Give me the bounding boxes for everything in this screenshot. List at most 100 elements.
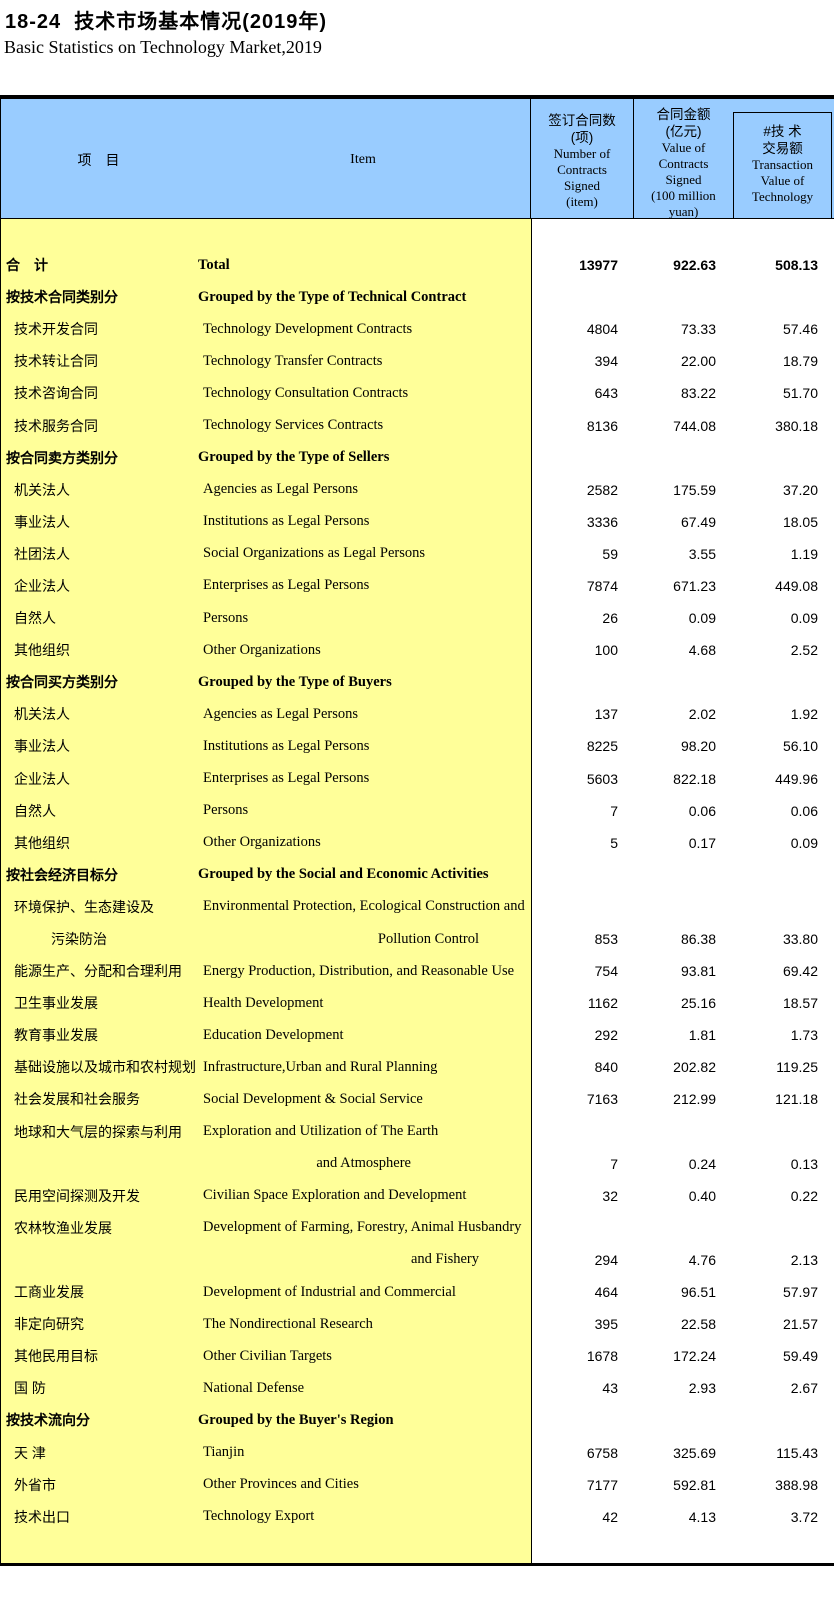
item-en: Other Civilian Targets [203,1347,332,1364]
item-zh: 技术服务合同 [14,417,98,434]
header-line-en: Transaction [752,157,813,172]
table-row: 按合同卖方类别分 Grouped by the Type of Sellers [1,442,834,474]
table-row: 社会发展和社会服务 Social Development & Social Ser… [1,1083,834,1115]
value-transaction: 18.05 [782,513,818,530]
value-contracts-signed: 3336 [586,513,618,530]
table-row: 企业法人 Enterprises as Legal Persons 7874 671.… [1,570,834,602]
item-en: Technology Export [203,1508,315,1525]
item-en: Technology Development Contracts [203,320,413,337]
item-zh: 其他民用目标 [14,1348,98,1365]
table-row: 污染防治 Pollution Control 853 86.38 33.80 [1,923,834,955]
value-contracts-signed: 2582 [586,481,618,498]
item-zh: 技术开发合同 [14,321,98,338]
value-contract-amount: 86.38 [680,931,716,948]
value-transaction: 449.08 [775,577,818,594]
value-contract-amount: 1.81 [688,1027,716,1044]
value-transaction: 508.13 [775,257,818,274]
value-transaction: 0.13 [790,1155,818,1172]
value-transaction: 3.72 [790,1508,818,1525]
value-transaction: 56.10 [782,738,818,755]
table-row: 技术出口 Technology Export 42 4.13 3.72 [1,1501,834,1533]
item-en: National Defense [203,1379,305,1396]
item-en: Energy Production, Distribution, and Rea… [203,962,515,979]
value-contracts-signed: 292 [594,1027,618,1044]
table-row: 企业法人 Enterprises as Legal Persons 5603 822.… [1,763,834,795]
header-line-en: Technology [751,189,814,204]
value-contract-amount: 25.16 [680,995,716,1012]
item-en: Technology Consultation Contracts [203,384,409,401]
table-row: 其他民用目标 Other Civilian Targets 1678 172.24 59… [1,1340,834,1372]
value-transaction: 0.06 [790,802,818,819]
value-transaction: 18.57 [782,995,818,1012]
value-contracts-signed: 8225 [586,738,618,755]
value-transaction: 2.13 [790,1251,818,1268]
value-contracts-signed: 395 [594,1316,618,1333]
item-en: Grouped by the Type of Sellers [198,449,390,466]
value-contract-amount: 93.81 [680,963,716,980]
item-en: Institutions as Legal Persons [203,513,370,530]
table-row: 机关法人 Agencies as Legal Persons 137 2.02 1.92 [1,698,834,730]
value-contracts-signed: 1162 [587,995,618,1012]
item-zh: 卫生事业发展 [14,995,98,1012]
value-contracts-signed: 294 [594,1251,618,1268]
item-zh: 自然人 [14,610,56,627]
header-line-en: yuan) [668,204,699,219]
table-row: 教育事业发展 Education Development 292 1.81 1.73 [1,1019,834,1051]
header-line-en: Number of [553,146,611,161]
value-contract-amount: 4.68 [688,642,716,659]
statistics-table: 项 目 Item 签订合同数 (项) Number of Contracts Signe… [0,95,834,1566]
item-zh: 按社会经济目标分 [6,866,118,883]
item-zh: 事业法人 [14,738,70,755]
value-contracts-signed: 643 [594,385,618,402]
value-contract-amount: 671.23 [673,577,716,594]
header-col-transaction-wrap: #技 术交易额 Transaction Value of Technology [733,99,834,220]
item-en: Grouped by the Buyer's Region [198,1411,394,1428]
header-line-en: (100 million [651,188,716,203]
value-transaction: 2.52 [790,642,818,659]
value-transaction: 380.18 [775,417,818,434]
item-en: Development of Farming, Forestry, Animal… [203,1219,522,1236]
value-transaction: 51.70 [782,385,818,402]
value-contracts-signed: 43 [602,1380,618,1397]
value-transaction: 57.97 [782,1284,818,1301]
value-contracts-signed: 42 [602,1508,618,1525]
item-en: Social Organizations as Legal Persons [203,545,426,562]
header-line-zh: (项) [570,130,594,145]
item-en: Enterprises as Legal Persons [203,770,370,787]
item-zh: 地球和大气层的探索与利用 [14,1123,182,1140]
value-contracts-signed: 137 [594,706,618,723]
header-line-en: Signed [665,172,702,187]
value-contract-amount: 202.82 [673,1059,716,1076]
table-row: 国 防 National Defense 43 2.93 2.67 [1,1372,834,1404]
item-zh: 按技术流向分 [6,1412,90,1429]
table-row: 其他组织 Other Organizations 5 0.17 0.09 [1,827,834,859]
item-zh: 按合同卖方类别分 [6,449,118,466]
item-zh: 合 计 [6,257,48,274]
item-zh: 农林牧渔业发展 [14,1219,112,1236]
table-row: 卫生事业发展 Health Development 1162 25.16 18.57 [1,987,834,1019]
item-zh: 其他组织 [14,834,70,851]
item-zh: 技术出口 [14,1508,70,1525]
value-contract-amount: 212.99 [673,1091,716,1108]
item-zh: 其他组织 [14,642,70,659]
value-contracts-signed: 59 [602,545,618,562]
value-contract-amount: 83.22 [680,385,716,402]
item-en: The Nondirectional Research [203,1315,373,1332]
value-transaction: 0.09 [790,834,818,851]
item-zh: 技术转让合同 [14,353,98,370]
value-contracts-signed: 13977 [579,257,618,274]
value-transaction: 1.19 [790,545,818,562]
table-row: 自然人 Persons 7 0.06 0.06 [1,795,834,827]
item-zh: 国 防 [14,1380,46,1397]
value-contracts-signed: 5603 [586,770,618,787]
table-row: 基础设施以及城市和农村规划 Infrastructure,Urban and Ru… [1,1051,834,1083]
value-contract-amount: 96.51 [680,1284,716,1301]
value-contracts-signed: 853 [594,931,618,948]
value-contract-amount: 22.00 [680,353,716,370]
table-row: 能源生产、分配和合理利用 Energy Production, Distribut… [1,955,834,987]
header-line-zh: 交易额 [762,141,803,156]
value-contract-amount: 0.24 [688,1155,716,1172]
value-transaction: 115.43 [776,1444,818,1461]
item-zh: 自然人 [14,802,56,819]
value-transaction: 21.57 [782,1316,818,1333]
